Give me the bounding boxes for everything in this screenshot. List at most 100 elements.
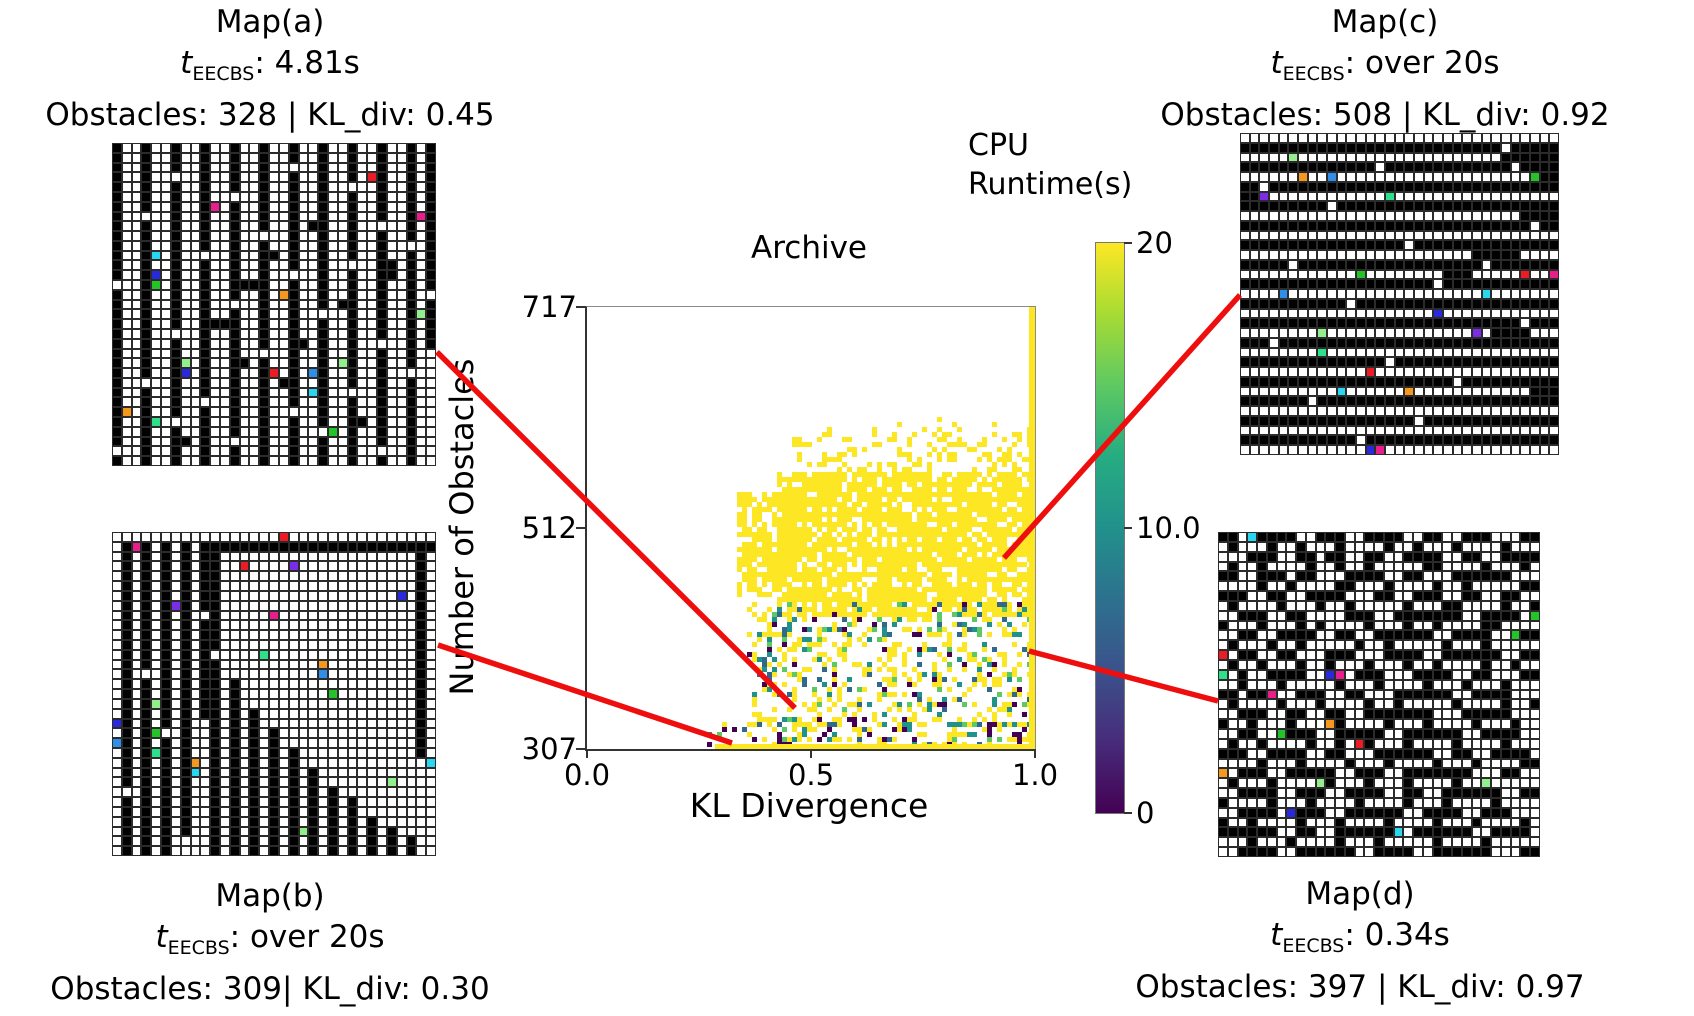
obstacle-cell: [288, 182, 299, 192]
free-cell: [426, 679, 436, 690]
free-cell: [1278, 445, 1289, 455]
obstacle-cell: [1549, 386, 1559, 397]
free-cell: [1491, 230, 1501, 241]
free-cell: [337, 426, 348, 437]
free-cell: [239, 299, 250, 310]
free-cell: [357, 708, 368, 719]
free-cell: [1403, 581, 1414, 592]
free-cell: [121, 201, 132, 212]
obstacle-cell: [1383, 719, 1394, 729]
free-cell: [1237, 719, 1248, 729]
free-cell: [1413, 699, 1423, 710]
free-cell: [1354, 837, 1365, 848]
free-cell: [386, 191, 397, 202]
obstacle-cell: [1491, 201, 1501, 212]
obstacle-cell: [141, 797, 152, 807]
obstacle-cell: [1530, 847, 1540, 857]
free-cell: [1286, 847, 1297, 857]
free-cell: [1344, 817, 1355, 828]
obstacle-cell: [1257, 847, 1267, 857]
free-cell: [269, 630, 279, 640]
free-cell: [1501, 308, 1511, 319]
free-cell: [121, 143, 132, 153]
obstacle-cell: [1327, 220, 1337, 231]
obstacle-cell: [1327, 396, 1337, 407]
obstacle-cell: [1549, 298, 1559, 309]
free-cell: [131, 309, 142, 320]
free-cell: [1393, 571, 1404, 582]
obstacle-cell: [161, 600, 171, 611]
free-cell: [1462, 191, 1472, 202]
free-cell: [210, 309, 220, 320]
free-cell: [1385, 250, 1395, 260]
free-cell: [1510, 561, 1521, 572]
free-cell: [1462, 425, 1472, 436]
free-cell: [151, 338, 162, 349]
obstacle-cell: [377, 299, 387, 310]
obstacle-cell: [1549, 172, 1559, 182]
obstacle-cell: [416, 669, 427, 680]
free-cell: [210, 532, 220, 542]
obstacle-cell: [1500, 541, 1511, 552]
obstacle-cell: [1307, 318, 1318, 329]
free-cell: [1383, 600, 1394, 611]
free-cell: [1471, 827, 1482, 838]
obstacle-cell: [1356, 142, 1366, 153]
free-cell: [1462, 230, 1472, 241]
obstacle-cell: [1247, 709, 1258, 720]
free-cell: [1530, 289, 1540, 299]
free-cell: [112, 748, 122, 758]
free-cell: [1259, 445, 1269, 455]
free-cell: [278, 436, 289, 447]
free-cell: [1276, 738, 1287, 749]
free-cell: [1501, 425, 1511, 436]
free-cell: [249, 571, 260, 582]
free-cell: [239, 407, 250, 418]
free-cell: [1286, 541, 1297, 552]
free-cell: [357, 240, 368, 251]
free-cell: [1237, 778, 1248, 789]
obstacle-cell: [1500, 689, 1511, 700]
free-cell: [151, 407, 162, 418]
obstacle-cell: [1356, 298, 1366, 309]
obstacle-cell: [249, 797, 260, 807]
free-cell: [151, 328, 162, 339]
obstacle-cell: [200, 152, 211, 163]
free-cell: [1423, 133, 1434, 143]
free-cell: [190, 787, 201, 798]
obstacle-cell: [357, 541, 368, 552]
free-cell: [416, 806, 427, 817]
obstacle-cell: [1336, 220, 1347, 231]
free-cell: [220, 757, 230, 768]
obstacle-cell: [1510, 318, 1521, 329]
obstacle-cell: [1442, 807, 1453, 818]
free-cell: [1305, 837, 1316, 848]
obstacle-cell: [141, 748, 152, 758]
obstacle-cell: [1276, 669, 1287, 680]
free-cell: [367, 377, 378, 388]
free-cell: [357, 319, 368, 329]
free-cell: [239, 757, 250, 768]
free-cell: [308, 172, 319, 183]
free-cell: [259, 630, 270, 640]
free-cell: [229, 640, 240, 650]
obstacle-cell: [1530, 386, 1540, 397]
free-cell: [1315, 679, 1326, 690]
free-cell: [121, 289, 132, 300]
obstacle-cell: [229, 231, 240, 241]
free-cell: [131, 561, 142, 572]
free-cell: [151, 368, 162, 378]
obstacle-cell: [1462, 435, 1472, 446]
free-cell: [180, 250, 191, 261]
agent-cell: [151, 698, 162, 709]
free-cell: [151, 669, 162, 680]
free-cell: [1325, 571, 1336, 582]
free-cell: [377, 767, 387, 778]
obstacle-cell: [1481, 532, 1492, 542]
obstacle-cell: [1432, 807, 1443, 818]
archive-cell: [862, 567, 867, 572]
obstacle-cell: [1266, 591, 1277, 601]
free-cell: [131, 377, 142, 388]
obstacle-cell: [328, 797, 338, 807]
obstacle-cell: [1510, 337, 1521, 348]
